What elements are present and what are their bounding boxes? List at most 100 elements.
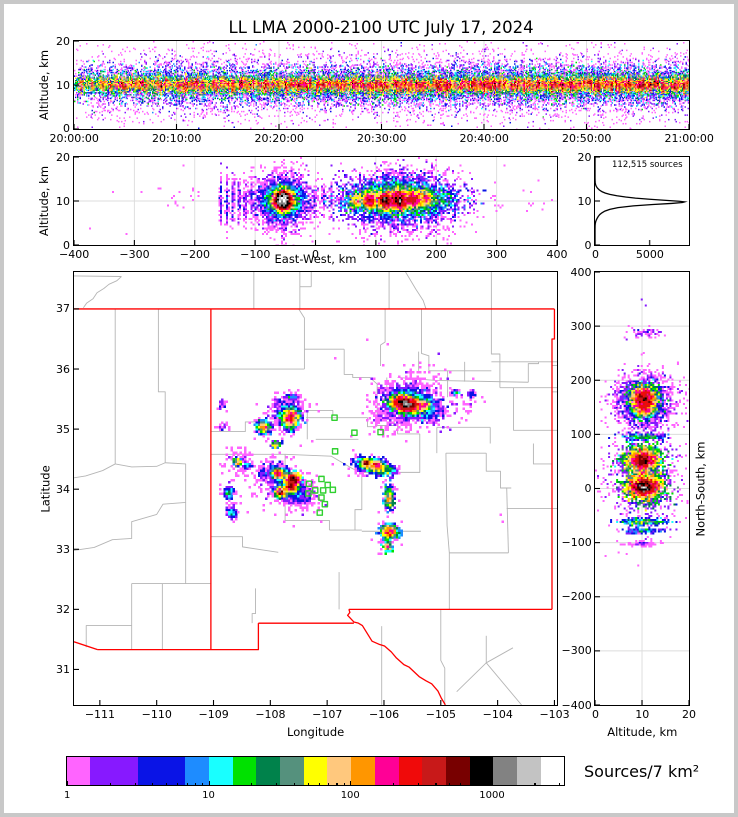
- colorbar-tick: [350, 780, 352, 786]
- colorbar-tick: [435, 782, 437, 786]
- ns-y-tick-label: 200: [570, 373, 592, 387]
- colorbar-tick: [208, 780, 210, 786]
- altitude-tick-label: 20: [56, 35, 70, 48]
- longitude-tick-label: −105: [425, 708, 456, 721]
- east-west-height-canvas: [73, 156, 558, 246]
- colorbar-tick: [194, 782, 196, 786]
- colorbar-segment: [256, 757, 281, 786]
- map-xlabel-text: Longitude: [287, 725, 345, 739]
- colorbar-tick: [134, 782, 136, 786]
- colorbar-tick: [478, 782, 480, 786]
- colorbar-tick: [152, 782, 154, 786]
- ns-y-tick-label: −100: [561, 536, 592, 550]
- east-west-height-panel: [72, 155, 559, 247]
- ew-tick-label: −300: [119, 247, 150, 261]
- longitude-tick-label: −107: [312, 708, 343, 721]
- latitude-tick-label: 34: [56, 482, 70, 496]
- altitude-histogram-canvas: [595, 156, 690, 246]
- altitude-tick-label: 0: [63, 122, 70, 135]
- colorbar-segment: [185, 757, 209, 786]
- colorbar-tick: [328, 782, 330, 786]
- colorbar-tick: [293, 782, 295, 786]
- colorbar-segment: [374, 757, 399, 786]
- colorbar-tick: [491, 780, 493, 786]
- time-tick-label: 20:20:00: [254, 131, 304, 145]
- colorbar-segment: [327, 757, 352, 786]
- colorbar-segment: [280, 757, 304, 786]
- colorbar-tick: [318, 782, 320, 786]
- longitude-tick-label: −104: [482, 708, 513, 721]
- longitude-tick-label: −111: [84, 708, 116, 721]
- colorbar-segment: [208, 757, 233, 786]
- ew-tick-label: 200: [425, 247, 447, 261]
- latitude-tick-label: 36: [56, 362, 70, 376]
- colorbar-segment: [469, 757, 494, 786]
- latitude-tick-label: 32: [56, 602, 70, 616]
- map-canvas: [73, 271, 558, 706]
- colorbar-tick: [67, 780, 69, 786]
- ns-y-tick-label: −200: [561, 590, 592, 604]
- colorbar-tick: [165, 782, 168, 786]
- ew-tick-label: 400: [546, 247, 568, 261]
- colorbar-tick: [417, 782, 419, 786]
- hist-x-tick-label: 5000: [635, 247, 664, 261]
- colorbar-tick-label: 1: [64, 789, 71, 801]
- longitude-tick-label: −109: [198, 708, 229, 721]
- colorbar-tick: [460, 782, 462, 786]
- colorbar-segment: [114, 757, 138, 786]
- ew-tick-label: −100: [240, 247, 271, 261]
- altitude-histogram-panel: [594, 155, 691, 247]
- ew-height-ylabel-text: Altitude, km: [37, 165, 52, 237]
- colorbar-tick: [559, 782, 561, 786]
- colorbar-segment: [303, 757, 328, 786]
- latitude-tick-label: 33: [56, 542, 70, 556]
- ew-tick-label: 300: [486, 247, 508, 261]
- colorbar-segment: [161, 757, 186, 786]
- colorbar-tick: [469, 782, 471, 786]
- colorbar-segment: [351, 757, 375, 786]
- map-ylabel-text: Latitude: [38, 464, 53, 513]
- time-height-canvas: [73, 41, 690, 129]
- hist-y-tick-label: 20: [577, 150, 592, 164]
- hist-y-tick-label: 10: [577, 194, 592, 208]
- main-title: LL LMA 2000-2100 UTC July 17, 2024: [228, 17, 534, 37]
- ns-y-tick-label: 300: [570, 319, 592, 333]
- colorbar-tick: [307, 782, 309, 786]
- colorbar-segment: [445, 757, 470, 786]
- altitude-tick-label: 10: [56, 78, 70, 92]
- colorbar-tick: [392, 782, 394, 786]
- colorbar-segment: [517, 757, 541, 786]
- colorbar-tick: [336, 782, 338, 786]
- east-west-xlabel-text: East-West, km: [274, 251, 357, 266]
- time-tick-label: 21:00:00: [664, 131, 714, 145]
- ns-y-tick-label: −300: [561, 644, 592, 658]
- ns-x-tick-label: 10: [635, 708, 650, 721]
- colorbar-tick: [276, 782, 278, 786]
- longitude-tick-label: −110: [141, 708, 172, 721]
- colorbar-tick: [485, 782, 487, 786]
- north-south-height-canvas: [595, 271, 690, 706]
- colorbar-tick: [186, 782, 188, 786]
- colorbar-tick: [109, 782, 111, 786]
- time-tick-label: 20:00:00: [49, 131, 99, 145]
- latitude-tick-label: 31: [56, 662, 70, 676]
- time-tick-label: 20:10:00: [152, 131, 202, 145]
- longitude-tick-label: −108: [255, 708, 286, 721]
- time-tick-label: 20:30:00: [357, 131, 407, 145]
- ns-y-tick-label: 0: [584, 482, 592, 495]
- colorbar-segment: [66, 757, 91, 786]
- colorbar-segment: [540, 757, 565, 786]
- colorbar-tick: [343, 782, 345, 786]
- colorbar-tick: [177, 782, 179, 786]
- histogram-annotation: 112,515 sources: [612, 159, 683, 170]
- ns-y-tick-label: −400: [561, 698, 592, 712]
- colorbar-segment: [90, 757, 115, 786]
- colorbar-tick-label: 10: [202, 789, 215, 801]
- ns-ylabel-text: North-South, km: [692, 441, 707, 536]
- colorbar: [65, 756, 566, 787]
- longitude-tick-label: −103: [539, 708, 570, 721]
- latitude-tick-label: 37: [56, 302, 70, 316]
- colorbar-tick: [202, 782, 204, 786]
- colorbar-segment: [137, 757, 162, 786]
- altitude-tick-label: 20: [56, 150, 70, 164]
